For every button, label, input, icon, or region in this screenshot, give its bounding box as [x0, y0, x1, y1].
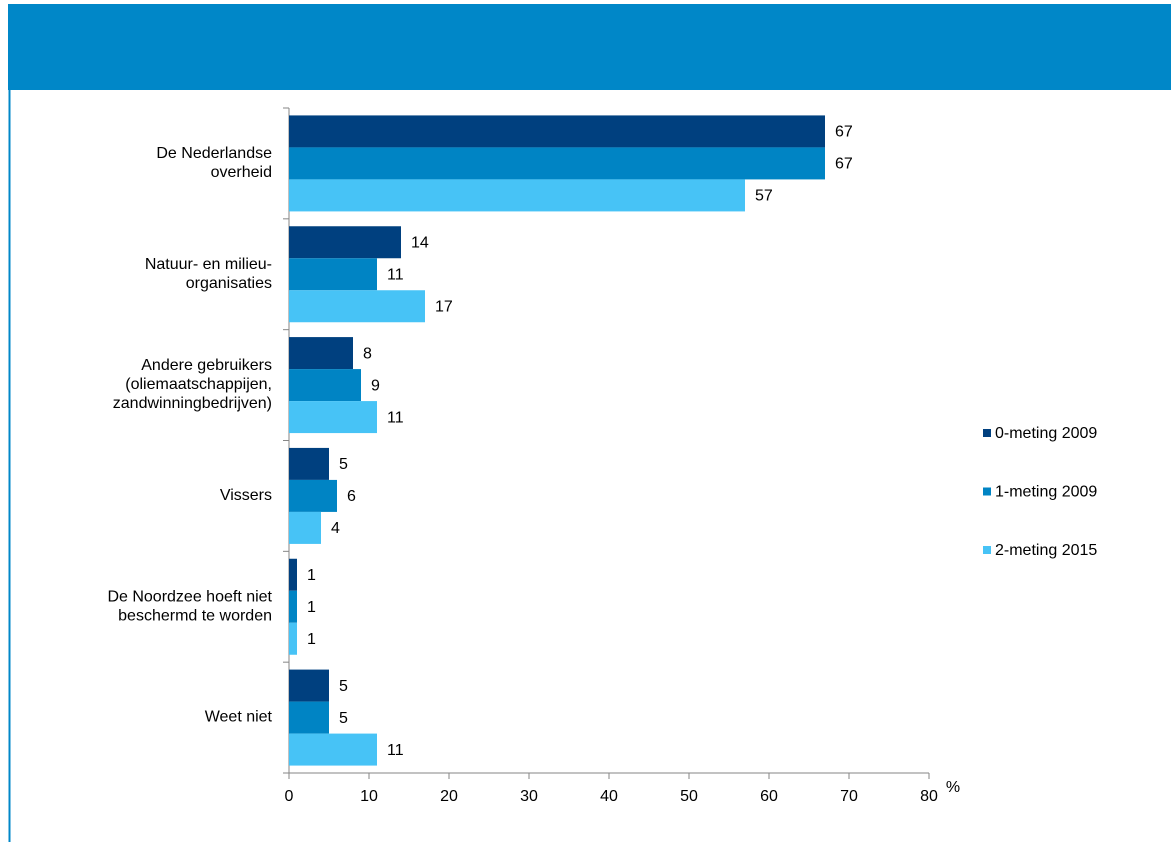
x-tick-label: 20 [440, 788, 458, 805]
value-label: 17 [435, 298, 453, 315]
header-band [8, 4, 1171, 90]
value-label: 1 [307, 567, 316, 584]
y-tick-label-line: Natuur- en milieu- [145, 256, 272, 273]
x-tick-label: 50 [680, 788, 698, 805]
y-tick-label-line: overheid [211, 164, 272, 181]
value-label: 5 [339, 678, 348, 695]
y-tick-label-line: zandwinningbedrijven) [113, 395, 272, 412]
bar [289, 479, 337, 512]
y-tick-label-line: De Nederlandse [156, 145, 272, 162]
y-tick-label: Weet niet [205, 709, 273, 726]
x-tick-label: 70 [840, 788, 858, 805]
bar [289, 290, 425, 323]
value-label: 6 [347, 488, 356, 505]
bar [289, 226, 401, 259]
x-tick-label: 10 [360, 788, 378, 805]
x-tick-label: 0 [285, 788, 294, 805]
y-tick-label: De Nederlandse overheid [156, 145, 272, 181]
legend-swatch [983, 429, 991, 437]
y-tick-label-line: beschermd te worden [118, 607, 272, 624]
y-tick-label-line: De Noordzee hoeft niet [107, 588, 272, 605]
bar [289, 337, 353, 370]
value-label: 14 [411, 234, 429, 251]
bar [289, 701, 329, 734]
y-tick-label: Andere gebruikers (oliemaatschappijen, zan… [113, 357, 272, 412]
bar [289, 590, 297, 623]
bar [289, 401, 377, 434]
value-label: 8 [363, 345, 372, 362]
x-tick-label: 30 [520, 788, 538, 805]
bar [289, 179, 745, 212]
x-tick-label: 60 [760, 788, 778, 805]
y-tick-label-line: Weet niet [205, 709, 273, 726]
legend-label: 0-meting 2009 [995, 425, 1097, 442]
value-label: 67 [835, 156, 853, 173]
value-label: 11 [387, 409, 404, 426]
y-tick-label: Vissers [220, 487, 272, 504]
bar [289, 558, 297, 591]
x-tick-label: 80 [920, 788, 938, 805]
value-label: 1 [307, 631, 316, 648]
legend-swatch [983, 487, 991, 496]
y-tick-label: Natuur- en milieu-organisaties [145, 256, 272, 292]
bar [289, 669, 329, 702]
bar [289, 447, 329, 480]
legend-label: 2-meting 2015 [995, 542, 1097, 559]
bar [289, 622, 297, 655]
bar [289, 733, 377, 766]
value-label: 9 [371, 377, 380, 394]
bar [289, 369, 361, 402]
value-label: 57 [755, 188, 773, 205]
y-tick-label-line: organisaties [186, 275, 272, 292]
x-axis-label: % [946, 779, 960, 796]
value-label: 11 [387, 742, 404, 759]
bar [289, 258, 377, 291]
y-tick-label-line: Vissers [220, 487, 272, 504]
y-tick-label-line: (oliemaatschappijen, [125, 376, 272, 393]
value-label: 67 [835, 124, 853, 141]
value-label: 5 [339, 456, 348, 473]
value-label: 1 [307, 599, 316, 616]
x-tick-label: 40 [600, 788, 618, 805]
value-label: 11 [387, 266, 404, 283]
value-label: 5 [339, 710, 348, 727]
bar [289, 115, 825, 148]
y-tick-label: De Noordzee hoeft niet beschermd te worde… [107, 588, 272, 624]
bar [289, 147, 825, 180]
legend-label: 1-meting 2009 [995, 484, 1097, 501]
value-label: 4 [331, 520, 340, 537]
legend-swatch [983, 546, 991, 554]
bar [289, 511, 321, 544]
y-tick-label-line: Andere gebruikers [141, 357, 272, 374]
